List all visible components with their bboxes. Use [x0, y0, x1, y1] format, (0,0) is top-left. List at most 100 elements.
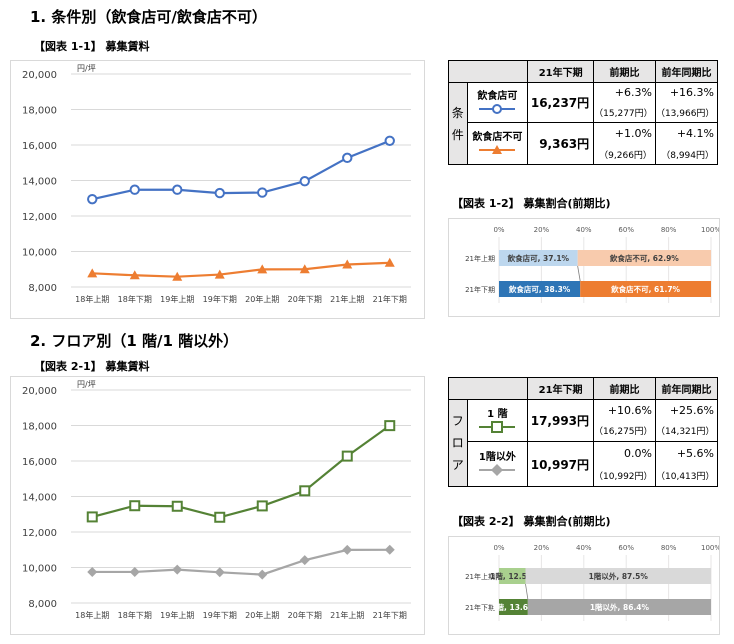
x-tick-label: 21年下期: [373, 610, 407, 620]
section2-heading: 2. フロア別（1 階/1 階以外）: [30, 332, 239, 350]
table1-row2-value: 9,363円: [527, 122, 595, 165]
bar-data-label: 飲食店可, 37.1%: [507, 253, 570, 263]
x-tick-label: 20年上期: [245, 610, 279, 620]
table2-row2-label: 1階以外: [466, 441, 529, 487]
row-label-text: 飲食店不可: [472, 131, 523, 143]
stacked-bar-chart-1: 0% 20% 40% 60% 80% 100% 21年上期 飲食店可, 37.1% 飲食店不可,…: [465, 226, 721, 303]
data-point: [129, 500, 141, 512]
table2-header-qoq: 前期比: [593, 377, 656, 400]
row-label-text: 1階以外: [478, 452, 516, 463]
table1-header-qoq: 前期比: [593, 60, 656, 83]
table2-row1-yoy: +25.6%: [655, 399, 718, 421]
category-label: 21年下期: [465, 285, 495, 294]
table2-header-period: 21年下期: [527, 377, 595, 400]
x-tick-label: 40%: [576, 226, 592, 234]
x-tick-label: 18年下期: [118, 294, 152, 304]
series-connector: [577, 265, 581, 282]
table1-group-char: 件: [451, 127, 464, 142]
bar-segment: [577, 250, 711, 266]
y-tick-label: 10,000: [22, 248, 57, 259]
table2-row1-yoy-sub: （14,321円）: [655, 420, 718, 442]
data-point: [129, 270, 140, 280]
category-label: 21年上期: [465, 572, 495, 581]
data-point: [341, 450, 353, 462]
bar-segment: [525, 568, 711, 584]
ratio2-title: 【図表 2-2】 募集割合(前期比): [452, 515, 611, 528]
x-tick-label: 19年上期: [160, 610, 194, 620]
table1-header-yoy: 前年同期比: [654, 60, 719, 83]
x-tick-label: 80%: [661, 226, 677, 234]
category-label: 21年上期: [465, 254, 495, 263]
x-tick-label: 18年下期: [118, 610, 152, 620]
data-point: [342, 544, 353, 555]
y-tick-label: 8,000: [28, 599, 57, 610]
y-tick-label: 16,000: [22, 457, 57, 468]
x-tick-label: 20%: [534, 544, 550, 552]
series-line: [91, 424, 391, 519]
data-point: [214, 567, 225, 578]
y-tick-label: 14,000: [22, 493, 57, 504]
x-tick-label: 0%: [493, 226, 504, 234]
table2-row2-qoq: 0.0%: [593, 441, 656, 466]
legend-square-icon: [479, 420, 516, 433]
data-point: [257, 569, 268, 580]
y-tick-label: 12,000: [22, 528, 57, 539]
table1-row1-value: 16,237円: [527, 82, 595, 123]
bar-data-label: 1階, 12.5%: [490, 571, 535, 581]
series-line: [92, 261, 390, 278]
table2-row1-qoq-sub: （16,275円）: [593, 420, 656, 442]
row-label-text: 飲食店可: [477, 90, 518, 102]
chart1-box: 8,000 10,000 12,000 14,000 16,000 18,000 20,00…: [10, 60, 425, 319]
x-tick-label: 20年上期: [245, 294, 279, 304]
chart2-box: 8,000 10,000 12,000 14,000 16,000 18,000 20,00…: [10, 376, 425, 635]
bar-data-label: 飲食店不可, 61.7%: [610, 284, 680, 294]
x-tick-label: 21年下期: [373, 294, 407, 304]
table1-row2-yoy-sub: （8,994円）: [654, 144, 719, 165]
data-point: [257, 187, 268, 198]
data-point: [342, 152, 353, 164]
series-line: [92, 548, 390, 576]
x-tick-label: 0%: [493, 544, 504, 552]
table2-group-char: フ: [451, 414, 464, 428]
y-tick-label: 18,000: [22, 422, 57, 433]
bar-segment: [499, 281, 581, 297]
table2-group-char: ロ: [451, 436, 464, 450]
x-tick-label: 20年下期: [288, 294, 322, 304]
y-tick-label: 10,000: [22, 564, 57, 575]
data-point: [342, 259, 353, 269]
data-point: [299, 176, 310, 187]
table1-row2-qoq: +1.0%: [593, 122, 656, 145]
table2-row1-qoq: +10.6%: [593, 399, 656, 421]
x-tick-label: 19年下期: [203, 610, 237, 620]
y-tick-label: 16,000: [22, 141, 57, 152]
y-tick-label: 18,000: [22, 106, 57, 117]
data-point: [299, 485, 311, 497]
legend-diamond-icon: [479, 464, 516, 476]
data-point: [172, 184, 183, 195]
y-axis-unit: 円/坪: [77, 380, 96, 389]
data-point: [384, 135, 395, 146]
table2-row2-qoq-sub: （10,992円）: [593, 465, 656, 487]
data-point: [87, 566, 98, 577]
bar-segment: [499, 599, 528, 615]
x-tick-label: 18年上期: [75, 610, 109, 620]
data-point: [214, 511, 226, 523]
data-point: [172, 564, 183, 575]
table1-row2-yoy: +4.1%: [654, 122, 719, 145]
x-tick-label: 60%: [618, 544, 634, 552]
table1-row1-yoy-sub: （13,966円）: [654, 102, 719, 123]
bar-data-label: 飲食店可, 38.3%: [508, 284, 571, 294]
bar-segment: [499, 250, 578, 266]
chart1-title: 【図表 1-1】 募集賃料: [34, 40, 150, 53]
table2-row2-yoy: +5.6%: [655, 441, 718, 466]
row-label-text: 1 階: [487, 408, 508, 420]
data-point: [86, 511, 98, 523]
x-tick-label: 20年下期: [288, 610, 322, 620]
table2-group-char: ア: [451, 458, 464, 472]
table1-row1-qoq-sub: （15,277円）: [593, 102, 656, 123]
bar-segment: [527, 599, 711, 615]
table2-row1-label: 1 階: [466, 399, 529, 442]
table1-row1-label: 飲食店可: [466, 82, 529, 123]
